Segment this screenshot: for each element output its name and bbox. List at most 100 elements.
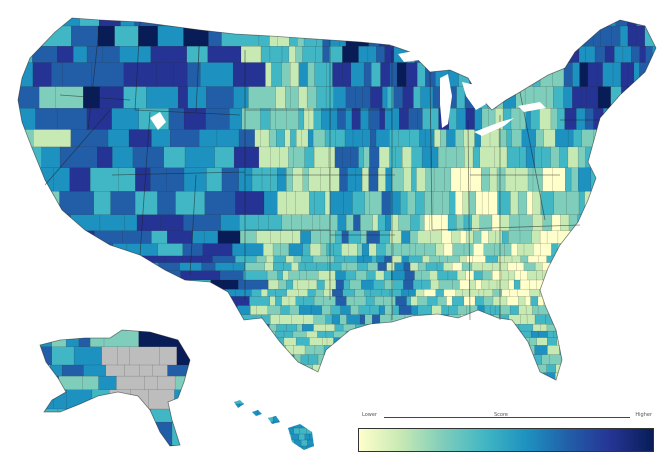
county-cell (577, 364, 588, 374)
county-cell (367, 262, 379, 272)
county-cell (376, 18, 386, 27)
county-cell (391, 372, 404, 380)
legend-mid-label: Score (494, 412, 509, 418)
county-cell (339, 337, 353, 346)
county-cell (490, 324, 499, 332)
county-cell (532, 167, 544, 192)
county-cell (513, 330, 521, 339)
county-cell (307, 415, 314, 423)
county-cell (565, 337, 575, 346)
county-cell (292, 167, 304, 192)
county-cell (364, 314, 373, 325)
county-cell (298, 372, 310, 380)
county-cell (580, 354, 589, 366)
county-cell (280, 230, 293, 245)
county-cell (304, 433, 311, 441)
county-cell (649, 314, 656, 325)
county-cell (307, 129, 314, 148)
county-cell (649, 191, 656, 216)
county-cell (657, 26, 668, 47)
county-cell (507, 262, 517, 272)
county-cell (393, 279, 404, 290)
county-cell (434, 129, 441, 148)
county-cell (239, 415, 245, 423)
county-cell (361, 279, 374, 290)
county-cell (18, 46, 33, 64)
county-cell (89, 330, 105, 348)
county-cell (191, 314, 218, 325)
county-cell (551, 243, 558, 257)
county-cell (659, 168, 669, 192)
county-cell (616, 324, 624, 332)
county-cell (444, 167, 452, 192)
county-cell (246, 433, 253, 441)
county-cell (580, 330, 588, 339)
county-cell (265, 255, 275, 264)
county-cell (322, 18, 333, 27)
county-cell (268, 421, 274, 429)
county-cell (443, 262, 453, 272)
county-cell (314, 345, 325, 356)
county-cell (242, 433, 248, 441)
county-cell (619, 270, 627, 281)
county-cell (635, 230, 645, 245)
county-cell (384, 108, 393, 130)
county-cell (612, 296, 622, 307)
county-cell (61, 364, 85, 377)
county-cell (654, 86, 656, 109)
county-cell (579, 262, 591, 272)
county-cell (455, 364, 464, 374)
county-cell (301, 214, 314, 232)
county-cell (331, 18, 340, 27)
county-cell (234, 400, 235, 405)
county-cell (330, 305, 342, 316)
county-cell (456, 86, 466, 109)
county-cell (108, 445, 130, 446)
county-cell (488, 46, 499, 64)
county-cell (295, 296, 305, 307)
county-cell (591, 305, 602, 316)
county-cell (265, 62, 272, 88)
county-cell (632, 354, 642, 366)
county-cell (306, 427, 313, 435)
county-cell (513, 279, 521, 290)
county-cell (618, 289, 628, 297)
county-cell (310, 305, 323, 316)
county-cell (389, 330, 399, 339)
county-cell (414, 270, 423, 281)
county-cell (350, 146, 359, 169)
county-cell (397, 330, 411, 339)
county-cell (645, 330, 656, 339)
county-cell (298, 433, 306, 441)
county-cell (369, 146, 380, 169)
county-cell (257, 409, 267, 417)
county-cell (388, 337, 397, 346)
county-cell (483, 296, 494, 307)
county-cell (651, 167, 656, 192)
county-cell (243, 270, 268, 281)
county-cell (256, 305, 269, 316)
county-cell (503, 372, 514, 380)
county-cell (660, 331, 672, 338)
county-cell (120, 18, 135, 27)
county-cell (555, 129, 569, 148)
county-cell (332, 289, 344, 297)
county-cell (163, 146, 186, 169)
county-cell (29, 255, 52, 264)
county-cell (256, 230, 271, 245)
county-cell (598, 18, 608, 27)
county-cell (302, 167, 310, 192)
county-cell (601, 314, 613, 325)
county-cell (180, 270, 221, 281)
county-cell (192, 337, 216, 346)
county-cell (256, 255, 267, 264)
county-cell (452, 296, 465, 307)
county-cell (153, 330, 167, 348)
county-cell (581, 18, 590, 27)
county-cell (183, 108, 207, 130)
county-cell (534, 345, 548, 356)
county-cell (509, 214, 520, 232)
county-cell (261, 167, 272, 192)
county-cell (285, 86, 291, 109)
county-cell (275, 372, 287, 380)
